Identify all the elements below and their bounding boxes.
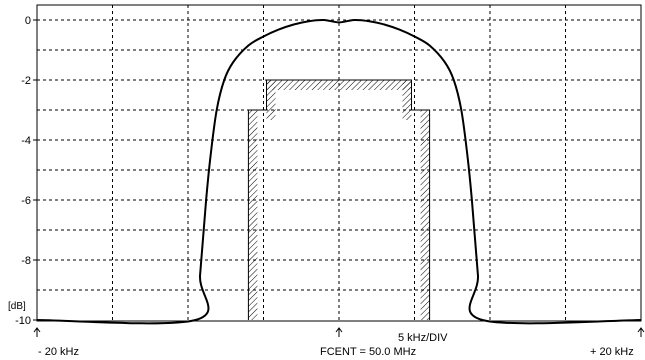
y-tick-label: -2 [21,75,31,87]
y-tick-label: -8 [21,255,31,267]
x-scale-label: 5 kHz/DIV [398,332,448,344]
response-curve-line [36,18,642,325]
y-tick-label: -4 [21,135,31,147]
x-right-label: + 20 kHz [590,346,634,358]
y-axis-label: [dB] [8,301,26,312]
spec-mask [247,79,431,320]
x-center-label: FCENT = 50.0 MHz [320,346,416,358]
mask-hatch [402,80,412,120]
response-curve-layer [36,18,642,325]
x-arrow-head [335,327,343,333]
mask-hatch [266,80,276,120]
y-tick-label: -6 [21,195,31,207]
mask-outline [247,79,431,320]
mask-hatch [266,80,412,90]
plot-border [36,4,642,322]
y-axis-ticks: 0 -2 -4 -6 -8 -10 [15,15,37,327]
y-tick-label: 0 [25,15,31,27]
x-axis-annotations: [dB] - 20 kHz FCENT = 50.0 MHz + 20 kHz … [8,301,645,358]
mask-hatch [420,110,430,320]
x-left-label: - 20 kHz [38,346,79,358]
y-tick-label: -10 [15,315,31,327]
x-arrow-head [637,327,645,333]
mask-hatch [248,110,258,320]
x-arrow-head [33,327,41,333]
